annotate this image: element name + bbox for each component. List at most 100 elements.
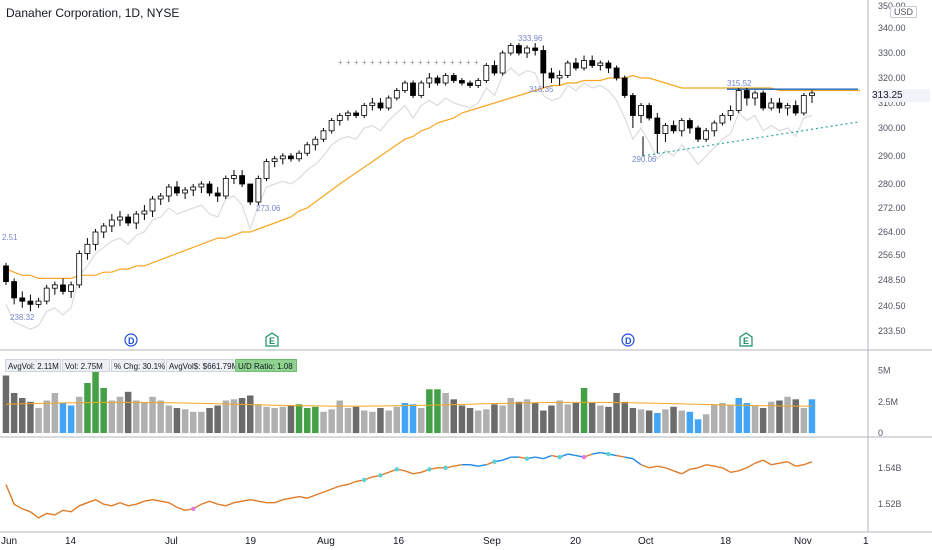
volume-average-line xyxy=(5,401,812,407)
annotation-label: 316.35 xyxy=(529,85,554,94)
chart-title: Danaher Corporation, 1D, NYSE xyxy=(6,6,180,20)
high-marker: + xyxy=(418,58,423,67)
time-axis-label: Sep xyxy=(483,536,501,547)
indicator-dot xyxy=(581,454,587,460)
indicator-line-segment xyxy=(616,454,625,458)
time-axis-label: 18 xyxy=(720,536,732,547)
candle xyxy=(548,72,555,79)
candle xyxy=(3,265,9,282)
indicator-line-segment xyxy=(502,456,512,461)
candle xyxy=(613,67,620,79)
volume-bar xyxy=(597,405,604,433)
volume-bar xyxy=(271,408,278,433)
price-axis-label: 300.00 xyxy=(878,123,906,133)
candle xyxy=(564,62,571,76)
candle xyxy=(84,243,91,254)
time-axis-label: 14 xyxy=(65,536,77,547)
candle xyxy=(516,45,522,54)
high-marker: + xyxy=(338,58,343,67)
high-marker: + xyxy=(426,58,431,67)
volume-bar xyxy=(621,401,628,434)
indicator-line-segment xyxy=(453,464,463,467)
volume-bar xyxy=(116,396,124,434)
candle xyxy=(524,47,530,54)
candle xyxy=(263,161,270,179)
dividend-marker xyxy=(621,333,635,347)
annotation-label: 273.06 xyxy=(256,204,281,213)
candle xyxy=(100,225,107,233)
indicator-dot xyxy=(492,459,497,464)
volume-bar xyxy=(92,368,99,433)
candle xyxy=(540,50,547,74)
candle xyxy=(68,284,74,292)
indicator-line-segment xyxy=(640,464,650,469)
high-marker: + xyxy=(346,58,351,67)
volume-bar xyxy=(157,400,164,433)
candle xyxy=(638,105,644,116)
price-axis-label: 240.50 xyxy=(878,301,906,311)
candle xyxy=(776,102,783,109)
candle xyxy=(117,216,123,221)
volume-bar xyxy=(369,411,376,434)
candle xyxy=(76,253,83,286)
high-marker: + xyxy=(474,58,479,67)
candle xyxy=(182,189,189,194)
volume-bar xyxy=(165,405,173,433)
volume-bar xyxy=(792,399,799,434)
price-axis-label: 272.00 xyxy=(878,203,906,213)
candle xyxy=(287,155,294,160)
candle xyxy=(499,52,506,74)
candle xyxy=(108,219,115,227)
candle xyxy=(475,80,482,86)
time-axis-label: Oct xyxy=(638,536,654,547)
candle xyxy=(735,90,742,111)
volume-bar xyxy=(784,396,791,434)
volume-bar xyxy=(572,403,580,433)
candle xyxy=(255,177,262,203)
volume-bar xyxy=(84,383,91,433)
candle xyxy=(393,90,400,99)
candle xyxy=(198,183,205,188)
volume-bar xyxy=(768,401,775,434)
volume-bar xyxy=(808,399,816,434)
price-axis-label: 340.00 xyxy=(878,23,906,33)
high-marker: + xyxy=(434,58,439,67)
earnings-marker xyxy=(739,332,753,347)
candle xyxy=(304,144,311,154)
volume-bar xyxy=(149,396,156,434)
high-marker: + xyxy=(410,58,415,67)
ud-ratio-stat: U/D Ratio: 1.08 xyxy=(235,359,297,372)
indicator-line-segment xyxy=(714,465,723,469)
candle xyxy=(385,97,392,109)
annotation-label: 315.52 xyxy=(727,79,752,88)
indicator-line-segment xyxy=(665,467,674,472)
volume-bar xyxy=(43,400,50,433)
indicator-axis-label: 1.54B xyxy=(878,463,902,473)
candle xyxy=(434,77,441,84)
indicator-line-segment xyxy=(478,464,487,467)
volume-bar xyxy=(418,408,425,433)
currency-button[interactable]: USD xyxy=(890,6,918,18)
candle xyxy=(491,65,498,74)
candle xyxy=(369,102,376,106)
volume-bar xyxy=(59,403,67,433)
indicator-dot xyxy=(362,477,367,483)
high-marker: + xyxy=(370,58,375,67)
volume-bar xyxy=(540,410,547,433)
volume-bar xyxy=(124,391,132,434)
volume-bar xyxy=(483,409,490,434)
price-axis-label: 264.00 xyxy=(878,227,906,237)
volume-bar xyxy=(686,411,694,434)
indicator-dot xyxy=(524,456,530,461)
indicator-axis-label: 1.52B xyxy=(878,499,902,509)
candle xyxy=(247,183,254,203)
candle xyxy=(768,102,775,109)
candle xyxy=(687,120,693,129)
volume-bar xyxy=(515,401,523,434)
candle xyxy=(149,198,156,212)
pct-chg-stat: % Chg: 30.1% xyxy=(111,359,165,372)
candle xyxy=(727,110,734,116)
high-marker: + xyxy=(362,58,367,67)
indicator-dot xyxy=(427,467,432,472)
